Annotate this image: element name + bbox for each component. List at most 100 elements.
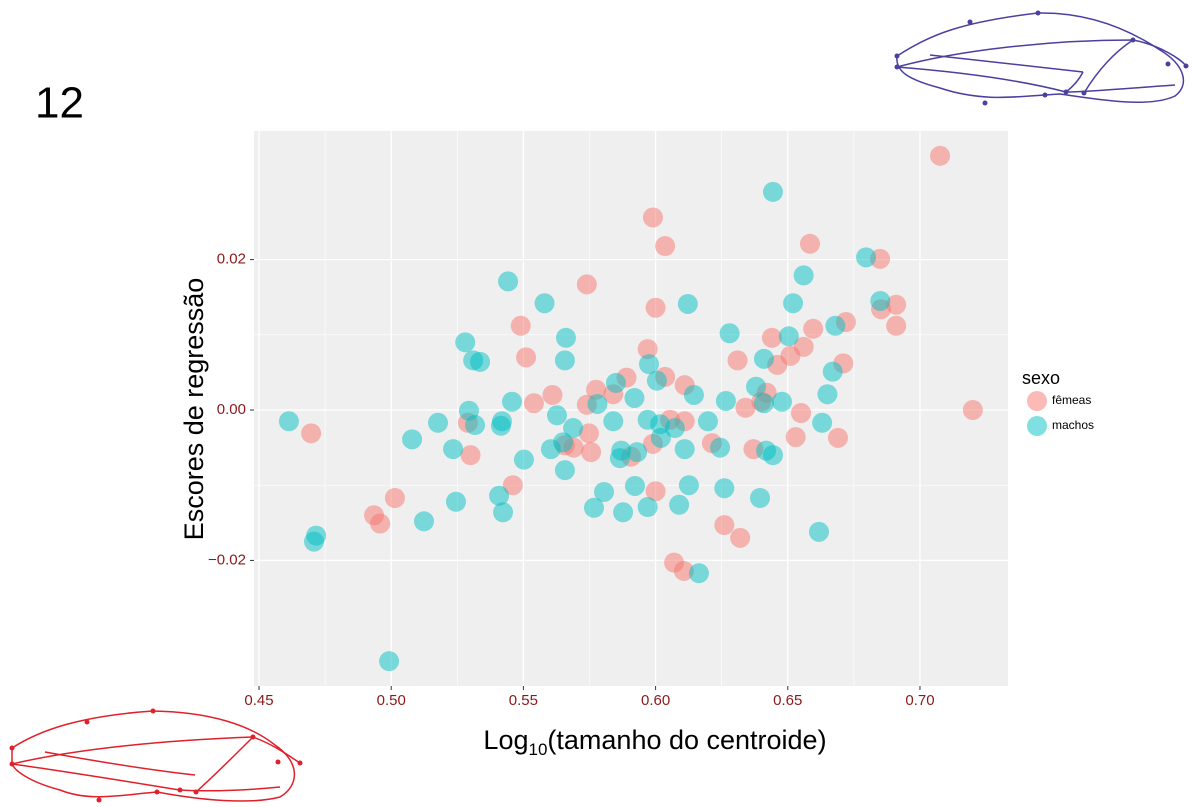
point bbox=[803, 319, 823, 339]
point bbox=[502, 392, 522, 412]
point bbox=[541, 439, 561, 459]
point bbox=[516, 347, 536, 367]
point bbox=[794, 265, 814, 285]
x-tick-label: 0.65 bbox=[773, 692, 802, 709]
point bbox=[610, 448, 630, 468]
point bbox=[728, 350, 748, 370]
point bbox=[730, 528, 750, 548]
point bbox=[762, 328, 782, 348]
wing-top bbox=[895, 11, 1189, 106]
point bbox=[856, 247, 876, 267]
point bbox=[809, 522, 829, 542]
point bbox=[489, 486, 509, 506]
point bbox=[577, 274, 597, 294]
point bbox=[428, 413, 448, 433]
legend-swatch bbox=[1027, 416, 1047, 436]
point bbox=[669, 495, 689, 515]
point bbox=[493, 502, 513, 522]
point bbox=[754, 349, 774, 369]
point bbox=[817, 384, 837, 404]
point bbox=[655, 236, 675, 256]
point bbox=[514, 450, 534, 470]
y-tick-label: −0.02 bbox=[208, 551, 246, 568]
legend-label: machos bbox=[1052, 418, 1094, 432]
point bbox=[511, 316, 531, 336]
point bbox=[679, 475, 699, 495]
legend-swatch bbox=[1027, 391, 1047, 411]
point bbox=[446, 492, 466, 512]
point bbox=[772, 392, 792, 412]
point bbox=[825, 316, 845, 336]
point bbox=[304, 532, 324, 552]
point bbox=[720, 323, 740, 343]
point bbox=[547, 405, 567, 425]
point bbox=[402, 429, 422, 449]
point bbox=[279, 411, 299, 431]
point bbox=[779, 326, 799, 346]
point bbox=[524, 393, 544, 413]
point bbox=[498, 271, 518, 291]
point bbox=[763, 182, 783, 202]
point bbox=[613, 502, 633, 522]
point bbox=[465, 415, 485, 435]
point bbox=[542, 385, 562, 405]
point bbox=[684, 385, 704, 405]
legend-title: sexo bbox=[1022, 368, 1060, 388]
point bbox=[461, 445, 481, 465]
point bbox=[455, 332, 475, 352]
point bbox=[763, 445, 783, 465]
point bbox=[786, 427, 806, 447]
x-tick-label: 0.50 bbox=[377, 692, 406, 709]
x-axis-title: Log10(tamanho do centroide) bbox=[483, 725, 826, 759]
plot-background bbox=[254, 131, 1008, 686]
point bbox=[647, 371, 667, 391]
point bbox=[791, 403, 811, 423]
x-title-subscript: 10 bbox=[528, 740, 547, 759]
point bbox=[800, 234, 820, 254]
point bbox=[963, 400, 983, 420]
point bbox=[651, 428, 671, 448]
point bbox=[587, 394, 607, 414]
chart: 12 sexo Escores de regressão Log10(taman… bbox=[0, 0, 1194, 807]
x-tick-label: 0.70 bbox=[905, 692, 934, 709]
point bbox=[379, 651, 399, 671]
wing-bottom bbox=[10, 709, 303, 803]
point bbox=[828, 428, 848, 448]
point bbox=[624, 388, 644, 408]
point bbox=[716, 391, 736, 411]
point bbox=[638, 497, 658, 517]
point bbox=[625, 476, 645, 496]
point bbox=[491, 416, 511, 436]
point bbox=[783, 293, 803, 313]
point bbox=[678, 294, 698, 314]
point bbox=[689, 563, 709, 583]
point bbox=[812, 413, 832, 433]
point bbox=[754, 393, 774, 413]
point bbox=[646, 298, 666, 318]
point bbox=[823, 362, 843, 382]
point bbox=[627, 442, 647, 462]
y-tick-label: 0.02 bbox=[217, 251, 246, 268]
x-title-base: Log bbox=[483, 725, 528, 755]
page: {"panel_label": "12", "chart_data": {"ty… bbox=[0, 0, 1194, 807]
point bbox=[414, 511, 434, 531]
y-axis-title: Escores de regressão bbox=[179, 278, 209, 541]
point bbox=[714, 515, 734, 535]
point bbox=[470, 352, 490, 372]
point bbox=[584, 498, 604, 518]
panel-label: 12 bbox=[35, 79, 84, 128]
point bbox=[714, 478, 734, 498]
legend-label: fêmeas bbox=[1052, 393, 1091, 407]
point bbox=[930, 146, 950, 166]
point bbox=[555, 350, 575, 370]
point bbox=[886, 316, 906, 336]
point bbox=[750, 488, 770, 508]
point bbox=[556, 328, 576, 348]
y-tick-label: 0.00 bbox=[217, 401, 246, 418]
point bbox=[675, 439, 695, 459]
x-tick-label: 0.60 bbox=[641, 692, 670, 709]
point bbox=[643, 207, 663, 227]
point bbox=[581, 442, 601, 462]
point bbox=[870, 291, 890, 311]
point bbox=[606, 373, 626, 393]
